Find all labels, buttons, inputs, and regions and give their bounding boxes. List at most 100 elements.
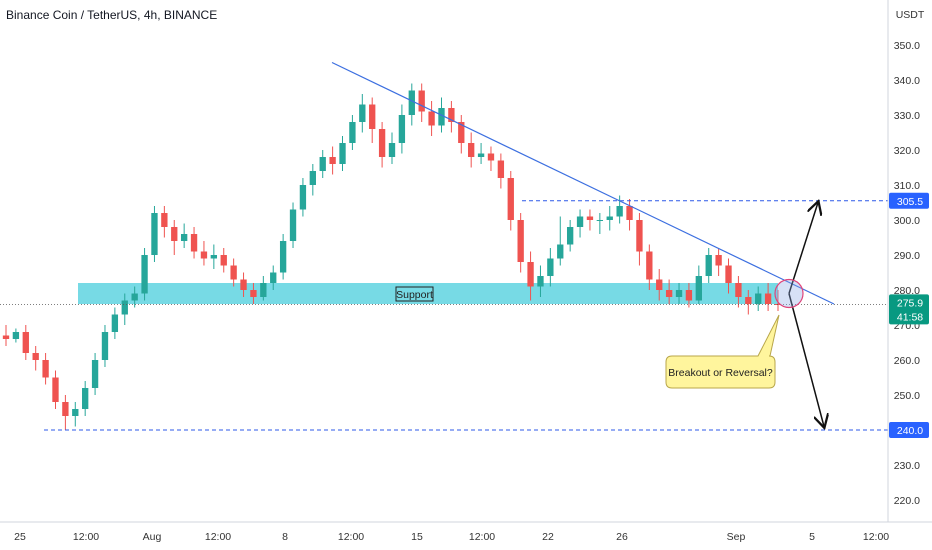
candle [2, 325, 10, 346]
candle-body [121, 300, 128, 315]
candle-body [725, 265, 732, 283]
candle [527, 251, 534, 301]
candle [349, 115, 356, 150]
candle [764, 283, 772, 311]
candle [52, 370, 59, 409]
candle [339, 136, 346, 171]
candle-body [665, 290, 673, 297]
candle [289, 202, 297, 248]
candle [477, 143, 485, 164]
candle-body [2, 335, 10, 339]
callout-bubble [665, 314, 780, 389]
candle-body [428, 111, 435, 126]
candle-body [289, 209, 297, 241]
candle-body [101, 332, 109, 360]
price-tick-label: 350.0 [894, 40, 920, 52]
last-price-tag-bg [889, 294, 929, 325]
candle [369, 97, 376, 143]
candle [755, 286, 762, 311]
candle [82, 381, 89, 416]
price-axis: USDT220.0230.0240.0250.0260.0270.0280.02… [887, 0, 929, 522]
price-axis-unit: USDT [896, 9, 925, 21]
candle [705, 248, 712, 283]
candle-body [299, 185, 307, 210]
price-tick-label: 230.0 [894, 460, 920, 472]
last-price-tag-text: 275.9 [897, 297, 923, 309]
candle [32, 346, 39, 371]
candle [309, 164, 316, 196]
candle-body [685, 290, 693, 301]
candle [745, 290, 752, 315]
candle [517, 213, 524, 273]
support-label-text: Support [396, 289, 433, 301]
candle [576, 209, 584, 238]
price-tick-label: 310.0 [894, 180, 920, 192]
price-tick-label: 320.0 [894, 145, 920, 157]
candle [725, 258, 732, 294]
candle-body [180, 234, 188, 241]
candle [468, 132, 475, 168]
candle [250, 283, 257, 304]
candle [566, 220, 574, 252]
candle [606, 206, 613, 231]
candle-body [487, 153, 495, 161]
candle [646, 244, 653, 290]
candle-body [764, 293, 772, 304]
candle [537, 265, 544, 297]
candle-body [656, 279, 663, 290]
candle-body [339, 143, 346, 164]
candle-body [151, 213, 158, 255]
candle [72, 402, 79, 427]
candle [42, 353, 49, 385]
time-tick-label: 8 [282, 531, 288, 543]
candle-body [22, 332, 29, 353]
candle-body [705, 255, 712, 276]
candle-body [527, 262, 534, 287]
arrow-down [788, 293, 824, 427]
candle-body [517, 220, 524, 262]
candle [586, 209, 594, 231]
candle [626, 199, 633, 231]
candle-body [576, 216, 584, 227]
price-tick-label: 300.0 [894, 215, 920, 227]
candle [190, 227, 198, 259]
candle [547, 248, 554, 287]
candle-body [378, 129, 386, 157]
candle-body [82, 388, 89, 409]
trendline [331, 61, 835, 305]
candle-body [507, 178, 514, 220]
candle-body [279, 241, 287, 273]
candle-body [626, 206, 633, 220]
candle-body [319, 157, 326, 171]
price-tick-label: 220.0 [894, 495, 920, 507]
candle [507, 171, 514, 231]
candle [735, 276, 742, 308]
candle [299, 178, 307, 217]
candle-body [12, 332, 20, 339]
time-axis: 25 12:00 Aug 12:00 8 12:00 15 12:00 22 26 Sep 5 12:0… [0, 521, 932, 543]
candle-body [270, 272, 277, 283]
price-tick-label: 340.0 [894, 75, 920, 87]
candle [675, 283, 683, 304]
candle [270, 265, 277, 290]
candle-body [755, 293, 762, 304]
candle-body [230, 265, 237, 280]
candle [448, 101, 455, 133]
candle [91, 353, 99, 395]
candle-body [210, 255, 218, 259]
arrow-up [788, 203, 818, 294]
candle [557, 216, 564, 266]
candle-body [537, 276, 544, 287]
candle [260, 276, 267, 301]
candle [458, 115, 465, 154]
candle-body [359, 104, 366, 122]
candle-body [131, 293, 138, 301]
time-tick-label: 12:00 [338, 531, 364, 543]
resistance-price-tag-bg [889, 192, 929, 209]
candle-body [161, 213, 168, 227]
decision-circle [774, 278, 804, 309]
candle [665, 279, 673, 304]
callout-text: Breakout or Reversal? [668, 367, 773, 379]
candle-body [309, 171, 316, 185]
